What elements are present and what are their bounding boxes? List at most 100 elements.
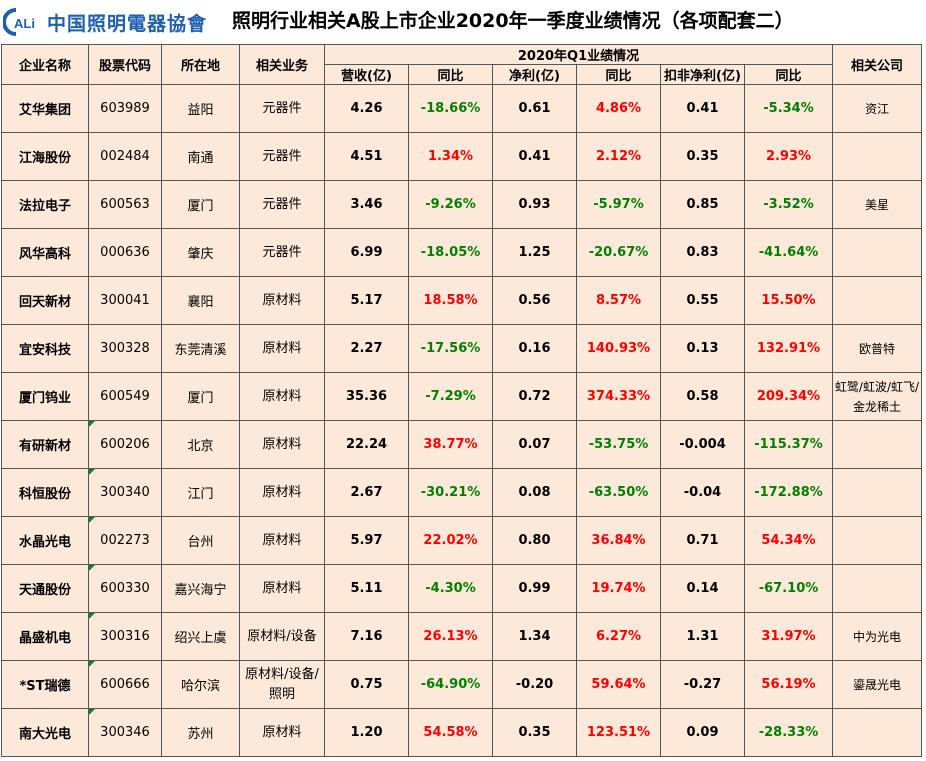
cell-stock-code-text: 300041 [100,293,150,308]
cell-deducted-yoy: 132.91% [744,324,833,373]
cell-net-profit-text: 0.41 [518,149,551,164]
cell-net-profit-text: 0.80 [518,533,551,548]
cell-deducted-profit-text: 0.09 [686,725,719,740]
cell-business: 原材料 [239,324,325,373]
cell-deducted-profit: 0.14 [660,564,745,613]
cell-net-profit-text: 0.72 [518,389,551,404]
cell-business-text: 原材料 [262,340,302,356]
cell-deducted-yoy-text: 132.91% [756,341,821,356]
cell-revenue-yoy-text: 18.58% [423,293,478,308]
comment-marker-icon [89,613,95,619]
cell-location: 台州 [161,516,240,565]
col-header-net-profit-yoy: 同比 [576,64,661,85]
cell-revenue-yoy: 26.13% [408,612,493,661]
cell-deducted-profit-text: -0.04 [683,485,722,500]
cell-revenue-text: 1.20 [350,725,383,740]
cell-stock-code: 300328 [88,324,162,373]
comment-marker-icon [89,421,95,427]
cell-related-company [832,132,922,181]
cell-related-company: 欧普特 [832,324,922,373]
cell-deducted-yoy-text: -115.37% [754,437,823,452]
cell-net-profit-yoy-text: -53.75% [588,437,649,452]
cell-deducted-yoy-text: -67.10% [758,581,819,596]
cell-revenue: 5.11 [324,564,409,613]
table-header: 企业名称 股票代码 所在地 相关业务 2020年Q1业绩情况 相关公司 营收(亿… [1,44,922,85]
cell-net-profit-text: 0.35 [518,725,551,740]
table-row: 回天新材 300041 襄阳 原材料 5.17 18.58% 0.56 8.57% 0.55 15… [1,276,922,325]
cell-revenue: 4.26 [324,84,409,133]
cell-net-profit-yoy: 8.57% [576,276,661,325]
col-header-group: 2020年Q1业绩情况 [324,44,833,65]
cell-net-profit: 0.16 [492,324,577,373]
cell-stock-code: 300340 [88,468,162,517]
cell-stock-code-text: 002273 [100,533,150,548]
cell-revenue-yoy: -9.26% [408,180,493,229]
cell-net-profit-text: 0.16 [518,341,551,356]
table-row: 宜安科技 300328 东莞清溪 原材料 2.27 -17.56% 0.16 140.93% 0… [1,324,922,373]
cell-location-text: 哈尔滨 [180,679,220,694]
cell-revenue-yoy: -7.29% [408,372,493,421]
cell-revenue-yoy-text: -17.56% [420,341,481,356]
cell-net-profit-yoy: -5.97% [576,180,661,229]
cell-location-text: 肇庆 [187,247,214,262]
cell-related-company [832,420,922,469]
cell-business-text: 原材料/设备 [247,628,317,644]
cell-business: 原材料 [239,468,325,517]
cell-company-name-text: *ST瑞德 [19,679,71,694]
cell-company-name: 回天新材 [1,276,89,325]
cell-location: 南通 [161,132,240,181]
cell-deducted-profit: -0.27 [660,660,745,709]
cell-business-text: 原材料 [262,436,302,452]
cell-net-profit: 1.34 [492,612,577,661]
logo-text: 中国照明電器協會 [47,12,208,35]
cell-related-company [832,468,922,517]
cell-net-profit-yoy: 2.12% [576,132,661,181]
cell-revenue-yoy-text: -64.90% [420,677,481,692]
cell-location-text: 苏州 [187,727,214,742]
cell-deducted-profit: 0.09 [660,708,745,757]
cell-deducted-profit-text: 0.58 [686,389,719,404]
cell-revenue: 5.17 [324,276,409,325]
cell-deducted-yoy: 56.19% [744,660,833,709]
cell-deducted-yoy: 54.34% [744,516,833,565]
cell-stock-code: 000636 [88,228,162,277]
cell-business: 元器件 [239,132,325,181]
cell-net-profit-yoy: 19.74% [576,564,661,613]
col-header-revenue: 营收(亿) [324,64,409,85]
cell-deducted-yoy: -28.33% [744,708,833,757]
cell-net-profit-yoy-text: 374.33% [586,389,651,404]
cell-deducted-profit: 0.85 [660,180,745,229]
cell-business-text: 元器件 [262,196,302,212]
cell-stock-code: 603989 [88,84,162,133]
cell-location: 益阳 [161,84,240,133]
cell-stock-code-text: 002484 [100,149,150,164]
cell-net-profit-text: 1.34 [518,629,551,644]
cell-net-profit-text: 0.93 [518,197,551,212]
cell-company-name-text: 科恒股份 [18,487,71,502]
cell-location-text: 益阳 [187,103,214,118]
cell-net-profit: 0.72 [492,372,577,421]
cell-net-profit-yoy: 59.64% [576,660,661,709]
cell-company-name: 天通股份 [1,564,89,613]
cell-stock-code-text: 600563 [100,197,150,212]
cell-related-company [832,708,922,757]
col-header-related: 相关公司 [832,44,922,85]
col-header-deducted-yoy: 同比 [744,64,833,85]
cell-deducted-yoy-text: -3.52% [763,197,814,212]
cell-net-profit-text: 0.61 [518,101,551,116]
header-bar: ALi 中国照明電器協會 照明行业相关A股上市企业2020年一季度业绩情况（各项… [0,0,926,44]
cell-deducted-profit: 1.31 [660,612,745,661]
cell-business: 元器件 [239,180,325,229]
cell-company-name-text: 水晶光电 [18,535,71,550]
cell-stock-code: 600330 [88,564,162,613]
cell-company-name: 南大光电 [1,708,89,757]
cell-deducted-yoy: -5.34% [744,84,833,133]
cell-location: 苏州 [161,708,240,757]
cell-deducted-profit-text: 0.71 [686,533,719,548]
cell-revenue-yoy-text: -18.05% [420,245,481,260]
cell-stock-code: 002484 [88,132,162,181]
cell-location: 绍兴上虞 [161,612,240,661]
table-row: 风华高科 000636 肇庆 元器件 6.99 -18.05% 1.25 -20.67% 0.8… [1,228,922,277]
cell-business-text: 原材料 [262,724,302,740]
